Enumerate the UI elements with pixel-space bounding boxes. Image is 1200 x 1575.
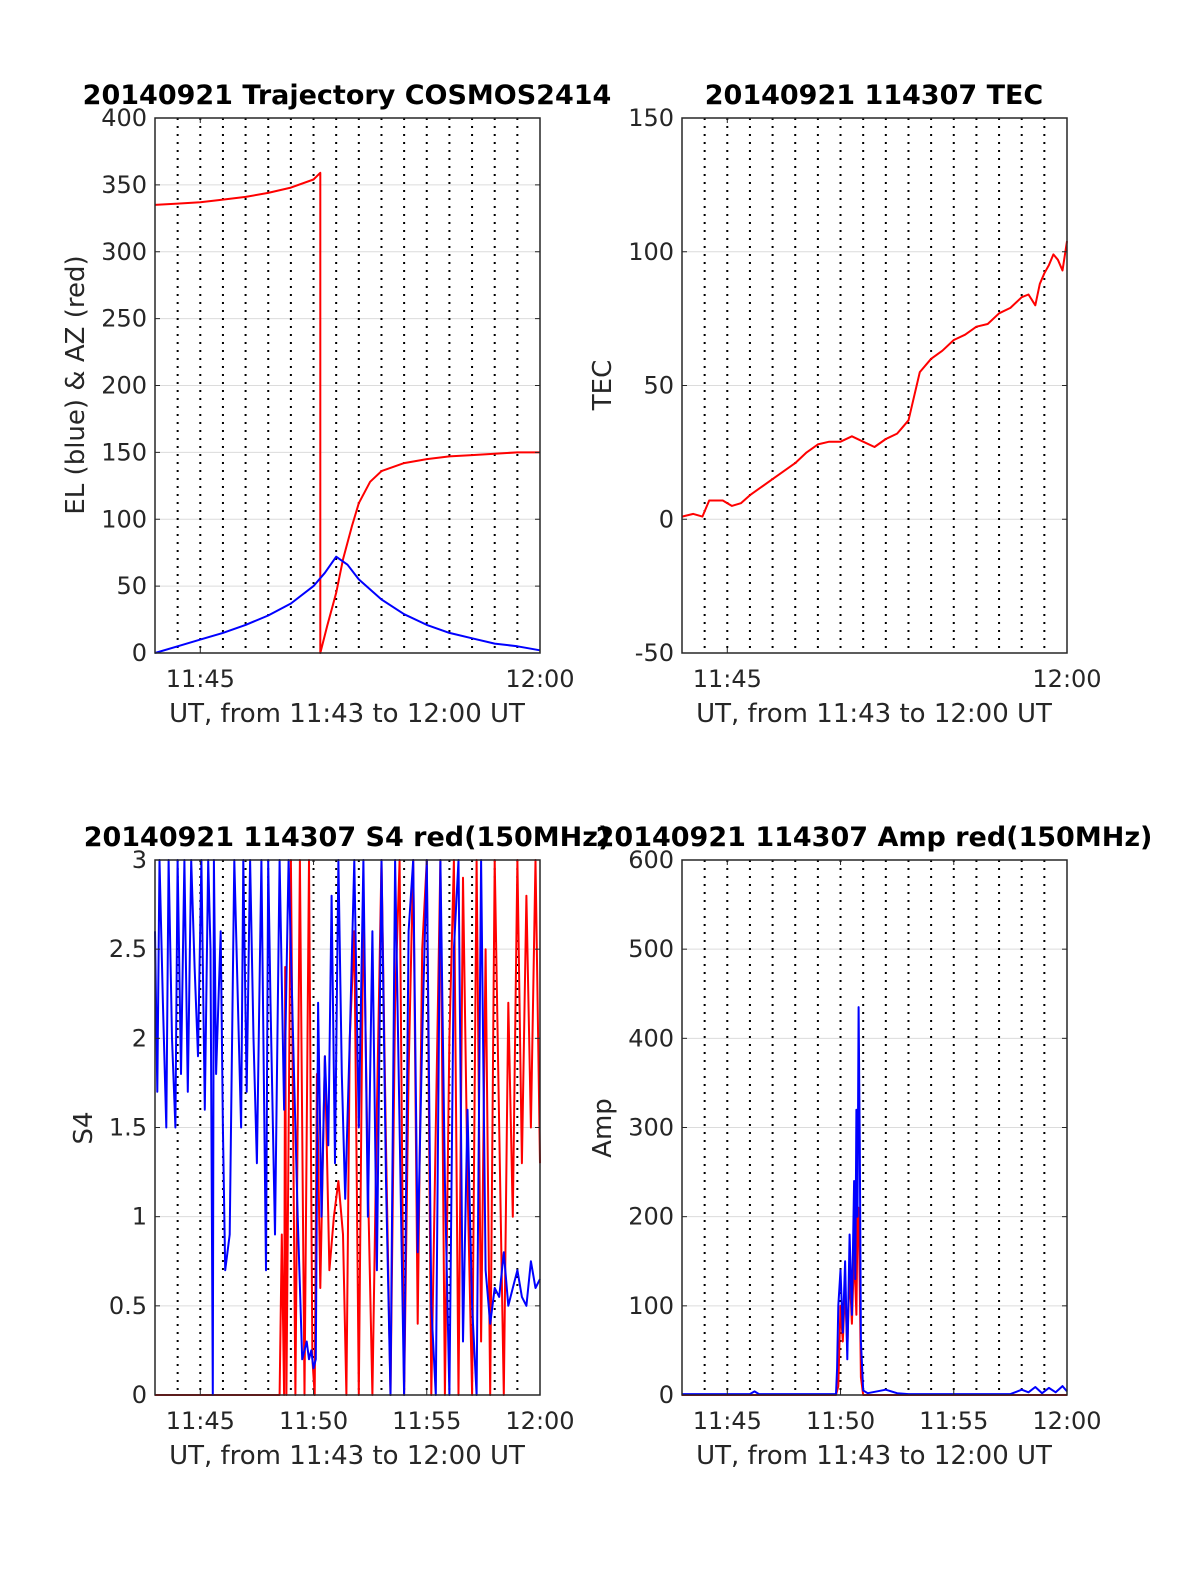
x-tick-label: 12:00: [1032, 1407, 1101, 1435]
y-tick-label: 100: [101, 505, 147, 533]
y-tick-label: 200: [101, 372, 147, 400]
y-tick-label: 600: [628, 846, 674, 874]
y-tick-label: 1.5: [109, 1114, 147, 1142]
y-tick-label: 50: [116, 572, 147, 600]
x-tick-label: 11:45: [693, 1407, 762, 1435]
x-tick-label: 11:45: [166, 1407, 235, 1435]
series-line: [154, 171, 540, 654]
y-tick-label: 400: [101, 104, 147, 132]
x-tick-label: 12:00: [505, 665, 574, 693]
x-axis-label: UT, from 11:43 to 12:00 UT: [169, 1441, 525, 1471]
y-tick-label: 2.5: [109, 935, 147, 963]
y-tick-label: 50: [643, 372, 674, 400]
y-tick-label: 0: [659, 505, 674, 533]
y-axis-label: TEC: [588, 360, 618, 411]
y-tick-label: 100: [628, 1292, 674, 1320]
trajectory-panel: 20140921 Trajectory COSMOS2414 UT, from …: [61, 80, 611, 729]
x-tick-label: 11:45: [693, 665, 762, 693]
chart-title: 20140921 Trajectory COSMOS2414: [83, 80, 612, 111]
y-tick-label: 100: [628, 238, 674, 266]
chart-title: 20140921 114307 Amp red(150MHz): [596, 822, 1153, 853]
y-tick-label: 0: [132, 639, 147, 667]
x-tick-label: 11:55: [919, 1407, 988, 1435]
y-tick-label: 1: [132, 1203, 147, 1231]
x-tick-label: 12:00: [505, 1407, 574, 1435]
x-axis-label: UT, from 11:43 to 12:00 UT: [169, 699, 525, 729]
y-tick-label: 300: [628, 1114, 674, 1142]
tec-panel: 20140921 114307 TEC UT, from 11:43 to 12…: [588, 80, 1102, 729]
chart-title: 20140921 114307 TEC: [705, 80, 1044, 111]
series-line: [681, 240, 1068, 518]
y-tick-label: 0.5: [109, 1292, 147, 1320]
y-axis-label: S4: [69, 1111, 99, 1144]
x-tick-label: 11:55: [392, 1407, 461, 1435]
x-tick-label: 11:50: [279, 1407, 348, 1435]
series-line: [154, 555, 541, 654]
y-tick-label: 400: [628, 1024, 674, 1052]
y-tick-label: -50: [635, 639, 674, 667]
y-axis-label: Amp: [588, 1098, 618, 1158]
x-tick-label: 11:45: [166, 665, 235, 693]
series-line: [682, 1006, 1068, 1396]
y-tick-label: 150: [101, 438, 147, 466]
y-tick-label: 150: [628, 104, 674, 132]
series-line: [154, 859, 541, 1396]
y-tick-label: 500: [628, 935, 674, 963]
x-tick-label: 12:00: [1032, 665, 1101, 693]
x-axis-label: UT, from 11:43 to 12:00 UT: [696, 699, 1052, 729]
chart-title: 20140921 114307 S4 red(150MHz): [84, 822, 611, 853]
y-axis-label: EL (blue) & AZ (red): [61, 255, 91, 514]
s4-panel: 20140921 114307 S4 red(150MHz) UT, from …: [69, 822, 610, 1471]
y-tick-label: 250: [101, 305, 147, 333]
series-line: [155, 859, 541, 1396]
y-tick-label: 3: [132, 846, 147, 874]
x-axis-label: UT, from 11:43 to 12:00 UT: [696, 1441, 1052, 1471]
y-tick-label: 2: [132, 1024, 147, 1052]
y-tick-label: 200: [628, 1203, 674, 1231]
amp-panel: 20140921 114307 Amp red(150MHz) UT, from…: [588, 822, 1152, 1471]
x-tick-label: 11:50: [806, 1407, 875, 1435]
y-tick-label: 350: [101, 171, 147, 199]
y-tick-label: 0: [659, 1381, 674, 1409]
y-tick-label: 0: [132, 1381, 147, 1409]
y-tick-label: 300: [101, 238, 147, 266]
